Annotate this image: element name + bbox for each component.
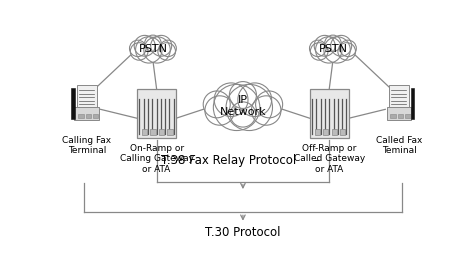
Ellipse shape [316, 37, 342, 63]
Ellipse shape [144, 37, 170, 63]
Bar [72, 88, 75, 119]
Text: T.30 Protocol: T.30 Protocol [205, 226, 281, 239]
Bar [391, 114, 396, 118]
Text: –: – [313, 154, 319, 167]
Text: T.38 Fax Relay Protocol: T.38 Fax Relay Protocol [161, 154, 296, 167]
Ellipse shape [213, 84, 260, 131]
Bar [387, 107, 411, 120]
Ellipse shape [214, 83, 248, 117]
Ellipse shape [324, 37, 350, 63]
Bar [150, 129, 156, 135]
Ellipse shape [151, 35, 172, 56]
Bar [310, 89, 348, 138]
Bar [411, 88, 414, 119]
Bar [315, 129, 320, 135]
Ellipse shape [340, 40, 356, 57]
Ellipse shape [134, 35, 155, 56]
Ellipse shape [325, 35, 341, 51]
Ellipse shape [226, 84, 273, 131]
Bar [74, 107, 99, 120]
Bar [137, 89, 176, 138]
Bar [77, 85, 97, 107]
Bar [86, 114, 91, 118]
Text: PSTN: PSTN [319, 44, 347, 54]
Ellipse shape [310, 40, 326, 57]
Bar [159, 129, 164, 135]
Ellipse shape [255, 91, 283, 118]
Ellipse shape [130, 43, 148, 60]
Ellipse shape [238, 83, 272, 117]
Bar [405, 114, 410, 118]
Bar [389, 85, 409, 107]
Ellipse shape [338, 43, 356, 60]
Ellipse shape [251, 96, 281, 125]
Text: Calling Fax
Terminal: Calling Fax Terminal [62, 136, 111, 155]
Bar [142, 129, 147, 135]
Ellipse shape [160, 40, 176, 57]
Bar [323, 129, 328, 135]
Ellipse shape [203, 91, 230, 118]
Ellipse shape [331, 35, 352, 56]
Ellipse shape [145, 35, 161, 51]
Text: On-Ramp or
Calling Gateway
or ATA: On-Ramp or Calling Gateway or ATA [119, 144, 193, 174]
Ellipse shape [158, 43, 175, 60]
Ellipse shape [129, 40, 146, 57]
Bar [332, 129, 337, 135]
Bar [78, 114, 83, 118]
Ellipse shape [205, 96, 235, 125]
Bar [340, 129, 346, 135]
Bar [398, 114, 403, 118]
Text: PSTN: PSTN [138, 44, 167, 54]
Ellipse shape [314, 35, 335, 56]
Ellipse shape [136, 37, 162, 63]
Ellipse shape [310, 43, 328, 60]
Bar [167, 129, 173, 135]
Ellipse shape [229, 82, 256, 108]
Text: Called Fax
Teminal: Called Fax Teminal [376, 136, 422, 155]
Text: IP
Network: IP Network [219, 95, 266, 117]
Bar [93, 114, 99, 118]
Text: Off-Ramp or
Called Gateway
or ATA: Off-Ramp or Called Gateway or ATA [293, 144, 365, 174]
Ellipse shape [230, 102, 255, 127]
